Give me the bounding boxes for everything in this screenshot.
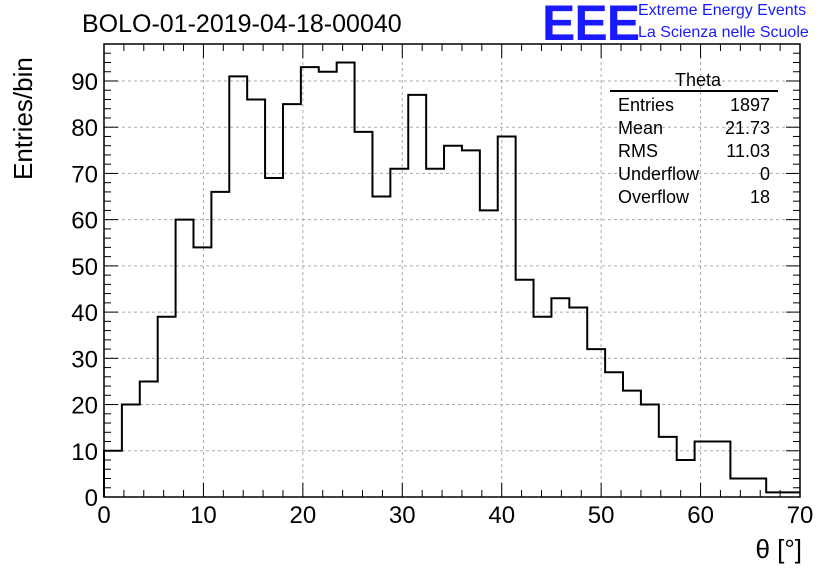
histogram-bin [462,150,480,497]
x-tick-label: 0 [97,502,110,529]
x-axis-label: θ [°] [755,534,802,564]
histogram-bin [355,132,373,497]
histogram-bin [229,76,247,497]
histogram-bin [730,479,748,497]
histogram-bin [587,349,605,497]
y-tick-label: 60 [71,208,98,235]
y-tick-label: 50 [71,254,98,281]
x-tick-label: 20 [290,502,317,529]
logo-line-1: Extreme Energy Events [638,2,807,19]
x-tick-label: 30 [389,502,416,529]
histogram-bin [104,451,122,497]
histogram-bin [390,169,408,497]
histogram-bin [444,146,462,497]
y-tick-label: 20 [71,393,98,420]
histogram-bin [265,178,283,497]
histogram-bin [158,317,176,497]
histogram-bin [659,437,677,497]
histogram-bin [480,210,498,497]
histogram-bin [301,67,319,497]
x-tick-label: 10 [190,502,217,529]
histogram-bin [247,99,265,497]
stats-label: RMS [618,141,658,161]
y-tick-label: 10 [71,439,98,466]
histogram-bin [713,442,731,497]
stats-label: Underflow [618,164,700,184]
x-tick-label: 50 [588,502,615,529]
plot-frame [103,43,801,498]
histogram-bin [695,442,713,497]
y-tick-label: 70 [71,161,98,188]
histogram-bin [623,391,641,497]
stats-label: Mean [618,118,664,138]
histogram-bin [551,298,569,497]
histogram-bin [498,136,516,497]
stats-value: 1897 [729,95,770,115]
stats-row-underflow: Underflow 0 [610,163,778,186]
stats-value: 0 [759,164,770,184]
stats-row-overflow: Overflow 18 [610,186,778,209]
histogram-bin [372,197,390,497]
stats-separator [610,90,778,92]
eee-logo: EEE [542,0,640,51]
logo-line-2: La Scienza nelle Scuole [638,24,809,41]
histogram-bin [605,372,623,497]
y-tick-label: 90 [71,69,98,96]
chart-title: BOLO-01-2019-04-18-00040 [82,10,402,38]
y-tick-label: 30 [71,346,98,373]
stats-title: Theta [674,70,722,90]
y-tick-label: 80 [71,115,98,142]
histogram-bin [408,95,426,497]
histogram-bin [193,247,211,497]
stats-value: 18 [749,187,770,207]
histogram-bin [283,104,301,497]
y-axis-label: Entries/bin [8,57,38,180]
stats-value: 21.73 [724,118,770,138]
x-tick-label: 70 [787,502,814,529]
stats-row-mean: Mean 21.73 [610,117,778,140]
stats-box: Theta Entries 1897 Mean 21.73 RMS 11.03 … [610,70,778,209]
histogram-bin [319,72,337,497]
stats-label: Overflow [618,187,690,207]
histogram-bin [534,317,552,497]
stats-row-rms: RMS 11.03 [610,140,778,163]
y-tick-label: 40 [71,300,98,327]
x-tick-label: 60 [687,502,714,529]
histogram-bin [748,479,766,497]
histogram-bin [140,381,158,497]
x-tick-label: 40 [488,502,515,529]
stats-value: 11.03 [726,141,770,161]
stats-label: Entries [618,95,675,115]
histogram-outline [103,61,800,497]
stats-row-entries: Entries 1897 [610,94,778,117]
y-tick-label: 0 [85,485,98,512]
histogram-bin [426,169,444,497]
histogram-bin [569,307,587,497]
histogram-bin [677,460,695,497]
